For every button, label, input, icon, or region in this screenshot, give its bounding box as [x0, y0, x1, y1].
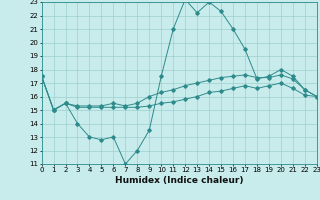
X-axis label: Humidex (Indice chaleur): Humidex (Indice chaleur) [115, 176, 244, 185]
